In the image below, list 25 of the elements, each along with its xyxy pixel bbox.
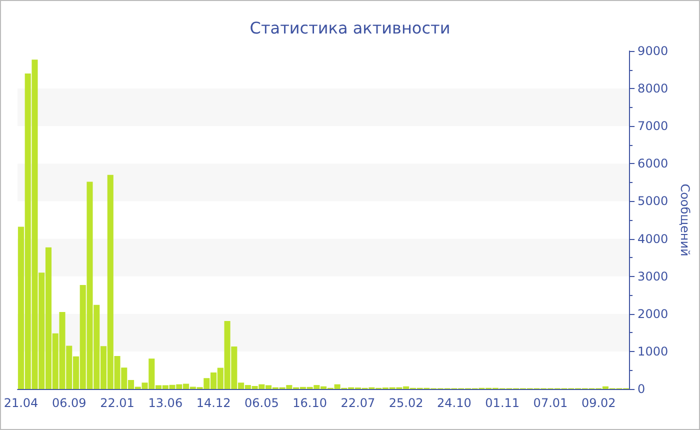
y-tick-label: 1000 xyxy=(638,344,668,358)
x-tick-label: 01.11 xyxy=(485,396,520,410)
y-tick-label: 8000 xyxy=(638,82,668,96)
x-tick-label: 13.06 xyxy=(148,396,183,410)
y-axis-title: Сообщений xyxy=(678,184,692,256)
y-tick-label: 6000 xyxy=(638,156,668,171)
x-tick-label: 25.02 xyxy=(388,396,424,410)
x-tick-label: 22.01 xyxy=(100,396,134,410)
y-tick-label: 0 xyxy=(638,382,646,396)
x-tick-label: 22.07 xyxy=(340,396,376,410)
y-tick-label: 7000 xyxy=(638,119,668,134)
x-tick-label: 24.10 xyxy=(437,396,472,410)
x-tick-label: 16.10 xyxy=(292,396,327,410)
x-tick-label: 09.02 xyxy=(581,396,616,410)
x-tick-label: 07.01 xyxy=(533,396,568,410)
y-tick-label: 2000 xyxy=(638,306,668,321)
y-tick-label: 4000 xyxy=(638,232,668,246)
x-tick-label: 21.04 xyxy=(4,396,38,410)
x-tick-label: 06.09 xyxy=(52,396,86,410)
chart-title: Статистика активности xyxy=(250,18,450,38)
x-tick-label: 14.12 xyxy=(196,396,231,410)
x-tick-label: 06.05 xyxy=(244,396,279,410)
y-tick-label: 9000 xyxy=(638,44,668,58)
y-tick-label: 3000 xyxy=(638,269,668,284)
y-tick-label: 5000 xyxy=(638,194,668,208)
